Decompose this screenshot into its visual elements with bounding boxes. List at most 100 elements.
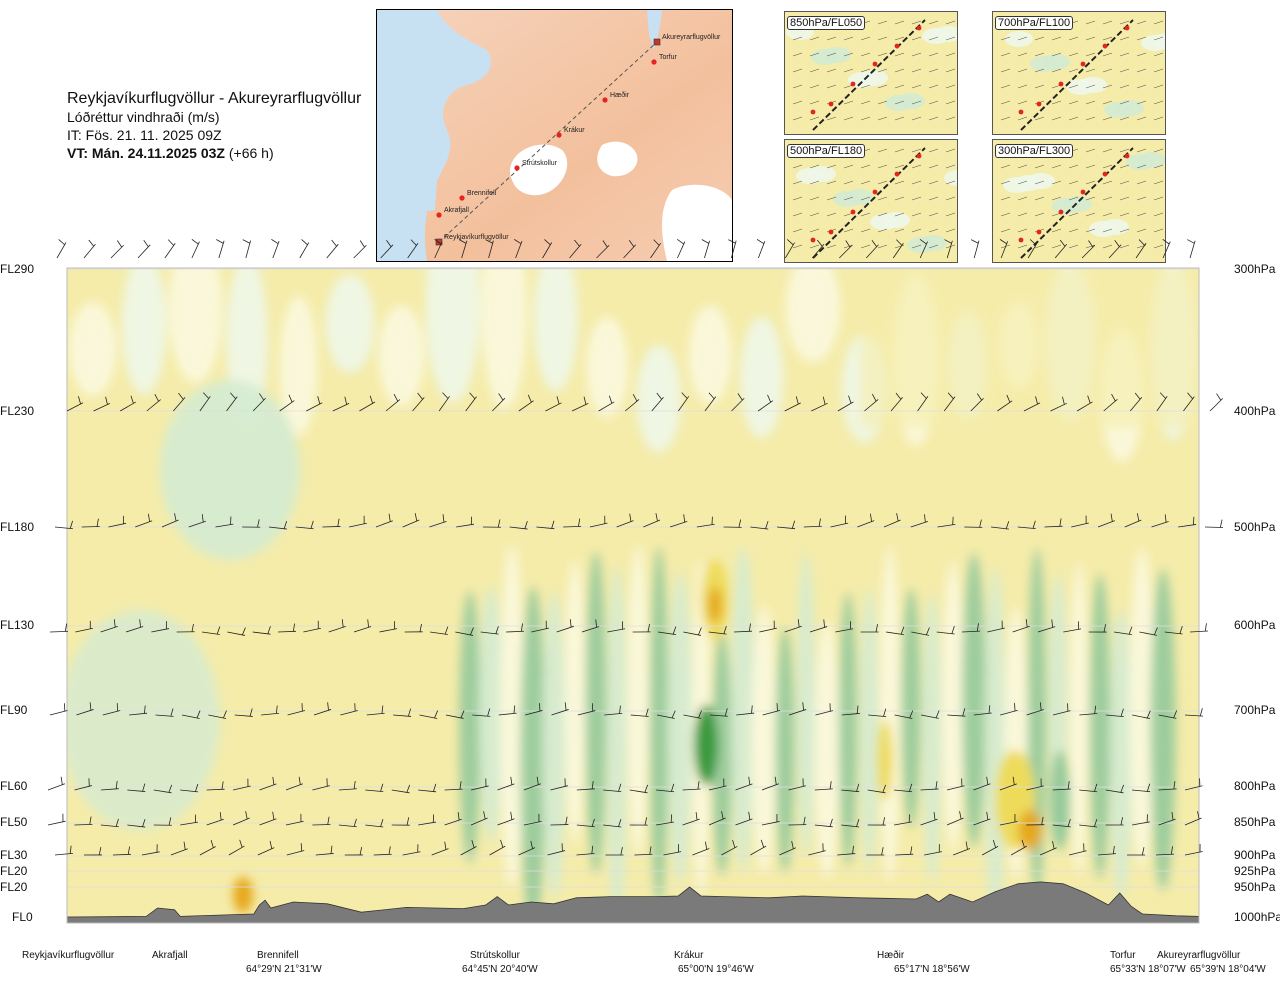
wind-barb-shaft (704, 396, 717, 412)
route-map[interactable]: Akureyrarflugvöllur Torfur Hæðir Krákur Strú… (376, 9, 733, 262)
mini-map-field (944, 170, 957, 186)
wind-barb-shaft (233, 785, 251, 791)
wind-barb-feather (935, 710, 940, 719)
wind-barb-feather (1035, 396, 1038, 405)
wind-barb (47, 776, 66, 791)
wind-barb-shaft (226, 396, 238, 412)
wind-barb-feather (569, 619, 572, 628)
wind-barb (54, 845, 73, 856)
wind-barb (523, 776, 541, 791)
wind-barb (943, 392, 956, 412)
field-upper-14 (785, 268, 841, 363)
wind-barb-shaft (598, 401, 615, 412)
mini-map-barb (1153, 164, 1164, 169)
wind-barb (480, 626, 499, 635)
mini-map-barb (1034, 244, 1045, 249)
mini-map-barb (1017, 52, 1028, 57)
mini-map-barb (1051, 36, 1062, 41)
wind-barb-shaft (531, 627, 550, 633)
wind-barb-shaft (542, 242, 553, 259)
wind-barb (102, 703, 121, 716)
wind-barb (429, 514, 447, 528)
wind-barb-feather (869, 513, 873, 522)
wind-barb (634, 846, 653, 856)
wind-barb-feather (647, 624, 650, 633)
wind-barb-shaft (736, 712, 755, 716)
wind-barb-shaft (784, 625, 802, 633)
wind-barb-feather (856, 818, 860, 827)
wind-barb-shaft (569, 243, 582, 259)
wind-barb-shaft (1184, 817, 1202, 826)
wind-barb-feather (245, 811, 248, 820)
wind-barb-feather (419, 623, 422, 632)
wind-barb-shaft (643, 519, 661, 528)
wind-barb-shaft (811, 402, 828, 412)
wind-barb-shaft (489, 845, 506, 856)
mini-map-barb (877, 148, 888, 153)
wind-barb-feather (1153, 627, 1158, 636)
wind-barb (867, 817, 886, 826)
mini-map-barb (928, 180, 939, 185)
wind-barb-shaft (1132, 714, 1150, 719)
wind-barb-feather (230, 392, 236, 400)
wind-barb-shaft (669, 520, 688, 528)
wind-barb-feather (344, 396, 348, 405)
wind-barb (353, 619, 372, 633)
wind-barb-shaft (460, 846, 477, 856)
wind-barb (127, 783, 146, 792)
wind-barb-shaft (1039, 847, 1057, 856)
wind-barb-shaft (402, 851, 421, 856)
wind-barb-feather (900, 626, 905, 635)
mini-map-barb (826, 180, 837, 185)
wind-barb (83, 847, 102, 856)
level-map-500[interactable]: 500hPa/FL180 (784, 139, 958, 263)
wind-barb-feather (1062, 396, 1065, 405)
wind-barb-shaft (895, 853, 914, 856)
level-map-700[interactable]: 700hPa/FL100 (992, 11, 1166, 135)
wind-barb (242, 239, 251, 259)
wind-barb-shaft (721, 846, 738, 856)
waypoint-marker (459, 195, 465, 201)
wind-barb-feather (618, 818, 622, 827)
wind-barb-shaft (650, 242, 662, 259)
wind-barb (125, 619, 144, 633)
level-map-300[interactable]: 300hPa/FL300 (992, 139, 1166, 263)
wind-barb (455, 627, 474, 636)
wind-barb (736, 705, 755, 716)
wind-barb-feather (655, 513, 658, 522)
wind-barb-feather (602, 240, 608, 248)
level-map-850[interactable]: 850hPa/FL050 (784, 11, 958, 135)
wind-barb-shaft (910, 521, 929, 528)
wind-barb-feather (628, 240, 635, 247)
wind-barb (340, 703, 358, 716)
wind-barb-shaft (1105, 714, 1124, 718)
wind-barb-shaft (924, 851, 942, 856)
wind-barb-feather (797, 619, 800, 628)
wind-barb-shaft (885, 631, 904, 636)
field-streak-1 (479, 586, 503, 843)
wind-barb-feather (116, 240, 123, 248)
wind-barb-feather (765, 521, 769, 529)
wind-barb (112, 846, 131, 856)
wind-barb-feather (962, 708, 966, 717)
wind-barb-feather (721, 811, 724, 820)
wind-barb (261, 705, 280, 716)
wind-barb (338, 780, 357, 791)
wind-barb (1069, 843, 1087, 856)
wind-barb-feather (705, 841, 708, 850)
mini-map-barb (809, 212, 820, 217)
wind-barb-shaft (1139, 631, 1158, 636)
wind-barb-feather (645, 708, 649, 717)
wind-barb (208, 710, 227, 719)
wind-barb-feather (896, 239, 903, 246)
mini-map-barb (1017, 36, 1028, 41)
level-map-700-svg (993, 12, 1165, 134)
wind-barb-feather (380, 819, 384, 827)
wind-barb-shaft (1135, 242, 1147, 259)
mini-map-barb (1000, 68, 1011, 73)
wind-barb (920, 812, 938, 826)
wind-barb-feather (629, 513, 632, 522)
wind-barb (750, 521, 769, 530)
loc-coord-akureyri: 65°39'N 18°04'W (1190, 964, 1266, 975)
wind-barb (973, 705, 992, 716)
